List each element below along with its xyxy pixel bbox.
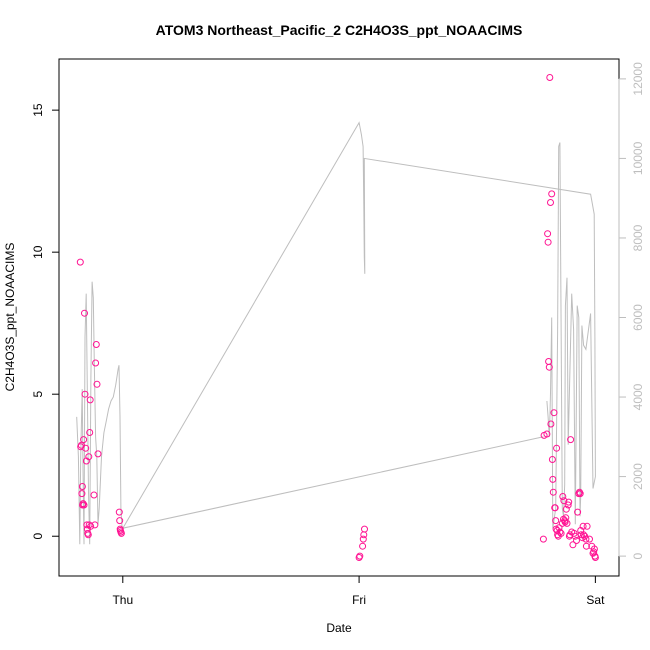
data-point	[85, 453, 93, 461]
data-point	[92, 341, 100, 348]
data-point	[561, 518, 569, 526]
data-point	[565, 498, 573, 506]
data-point	[90, 491, 98, 499]
data-point	[94, 450, 102, 458]
right-tick-label: 10000	[631, 141, 645, 175]
data-point	[573, 537, 580, 544]
data-point	[544, 230, 552, 238]
data-point	[546, 74, 554, 81]
data-point	[539, 535, 547, 543]
altitude-series-line	[76, 121, 596, 545]
right-tick-label: 0	[631, 552, 645, 559]
plot-frame	[58, 58, 620, 577]
right-tick-label: 4000	[631, 383, 645, 410]
x-axis: Thu Fri Sat	[112, 575, 605, 607]
data-point	[579, 522, 587, 530]
data-point	[80, 436, 88, 444]
data-point	[563, 519, 571, 527]
data-point	[569, 541, 577, 549]
data-point	[560, 497, 568, 505]
right-tick-label: 8000	[631, 224, 645, 251]
data-point	[583, 522, 591, 530]
data-point	[86, 396, 94, 404]
data-point	[83, 521, 91, 529]
data-point	[552, 517, 560, 525]
data-point	[81, 309, 88, 317]
x-tick-label: Thu	[112, 593, 133, 607]
left-tick-label: 15	[31, 103, 45, 117]
data-point	[582, 542, 590, 550]
data-point	[360, 531, 368, 539]
data-point	[586, 535, 593, 543]
data-point	[591, 554, 599, 561]
data-point	[559, 493, 567, 500]
data-point	[547, 199, 554, 206]
right-tick-label: 6000	[631, 304, 645, 331]
data-point	[87, 522, 95, 530]
chart-title: ATOM3 Northeast_Pacific_2 C2H4O3S_ppt_NO…	[156, 22, 523, 38]
data-point	[86, 429, 94, 436]
data-point	[548, 456, 556, 463]
data-point	[84, 531, 92, 539]
data-point	[359, 535, 367, 543]
data-point	[82, 444, 90, 452]
right-axis: 0 2000 4000 6000 8000 10000 12000	[618, 62, 645, 559]
data-point	[550, 409, 558, 417]
data-point	[91, 521, 99, 529]
data-point	[574, 508, 582, 516]
right-tick-label: 12000	[631, 62, 645, 96]
data-point	[117, 529, 125, 537]
data-point	[549, 475, 557, 483]
data-point	[78, 483, 86, 490]
data-point	[576, 490, 584, 498]
data-point	[356, 552, 364, 560]
data-point	[545, 363, 553, 371]
left-tick-label: 5	[31, 391, 45, 398]
data-point	[553, 444, 561, 452]
left-tick-label: 0	[31, 533, 45, 540]
data-point	[80, 501, 88, 509]
data-point	[76, 258, 84, 266]
data-point	[78, 490, 86, 498]
data-point	[564, 501, 572, 509]
right-tick-label: 2000	[631, 463, 645, 490]
x-tick-label: Fri	[352, 593, 366, 607]
data-point	[549, 488, 557, 496]
data-point	[543, 430, 551, 438]
data-point	[547, 420, 555, 428]
altitude-line-layer	[76, 121, 596, 545]
data-point	[359, 542, 367, 550]
data-point	[557, 529, 565, 537]
left-axis: 0 5 10 15	[31, 103, 60, 540]
data-point	[567, 436, 575, 444]
data-point	[548, 190, 556, 198]
x-axis-label: Date	[326, 621, 352, 635]
y-axis-label: C2H4O3S_ppt_NOAACIMS	[3, 243, 17, 392]
data-point	[361, 525, 368, 533]
data-point	[115, 508, 123, 516]
data-point	[556, 528, 564, 536]
data-point	[590, 545, 598, 553]
data-point	[116, 517, 124, 525]
points-layer	[76, 74, 599, 561]
data-point	[544, 238, 552, 246]
data-point	[551, 504, 559, 512]
x-tick-label: Sat	[586, 593, 605, 607]
data-point	[562, 505, 570, 513]
data-point	[79, 500, 87, 508]
left-tick-label: 10	[31, 245, 45, 259]
data-point	[582, 535, 590, 543]
data-point	[93, 380, 101, 388]
data-point	[81, 390, 89, 398]
data-point	[92, 359, 100, 367]
